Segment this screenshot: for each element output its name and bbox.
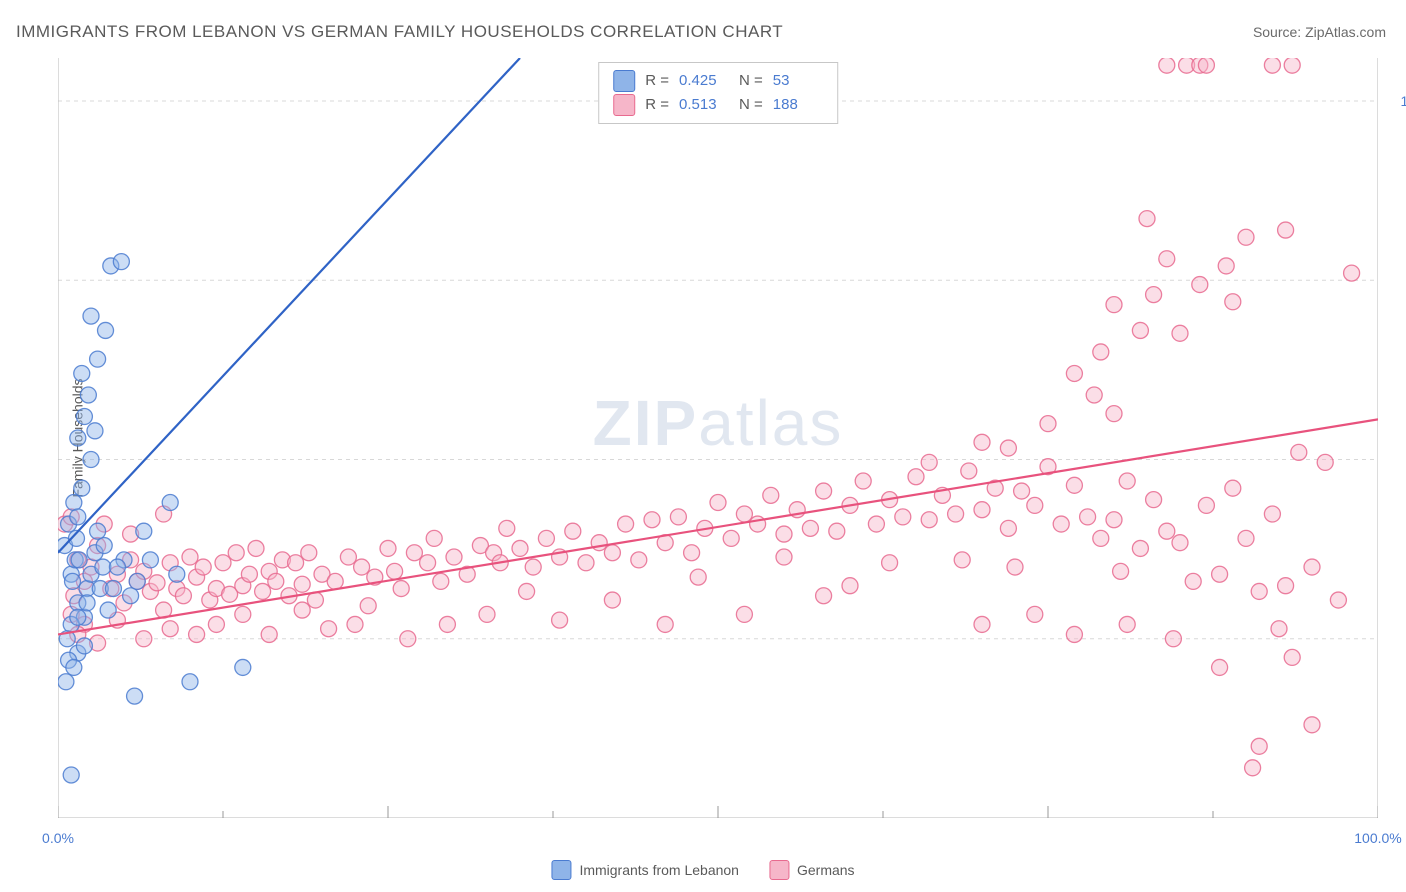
source-label: Source: ZipAtlas.com	[1253, 24, 1386, 40]
legend-item-blue: Immigrants from Lebanon	[551, 860, 739, 880]
stats-box: R = 0.425 N = 53 R = 0.513 N = 188	[598, 62, 838, 124]
stats-row-pink: R = 0.513 N = 188	[613, 93, 823, 117]
legend-item-pink: Germans	[769, 860, 855, 880]
x-max-label: 100.0%	[1354, 830, 1401, 846]
legend-swatch-pink	[613, 94, 635, 116]
chart-area: Family Households ZIPatlas 62.5%75.0%87.…	[58, 58, 1378, 818]
stats-row-blue: R = 0.425 N = 53	[613, 69, 823, 93]
scatter-chart	[58, 58, 1378, 818]
x-min-label: 0.0%	[42, 830, 74, 846]
legend-swatch-blue	[613, 70, 635, 92]
chart-title: IMMIGRANTS FROM LEBANON VS GERMAN FAMILY…	[16, 22, 783, 42]
bottom-legend: Immigrants from Lebanon Germans	[551, 860, 854, 880]
legend-swatch-icon	[551, 860, 571, 880]
legend-swatch-icon	[769, 860, 789, 880]
y-tick-label: 100.0%	[1401, 93, 1406, 109]
